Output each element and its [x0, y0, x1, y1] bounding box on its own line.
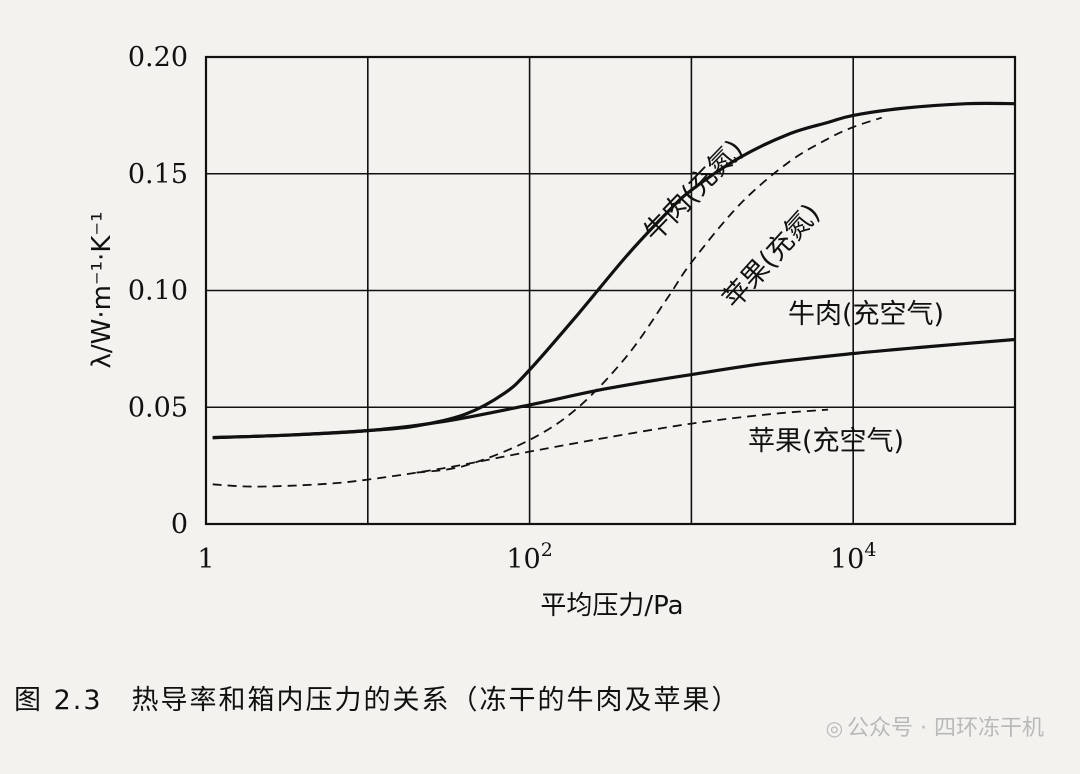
x-tick-base: 10 — [830, 544, 864, 575]
y-tick-label: 0.15 — [128, 159, 188, 190]
plot-frame — [204, 55, 1017, 526]
x-tick-label: 102 — [506, 539, 552, 575]
y-axis-title: λ/W·m⁻¹·K⁻¹ — [87, 211, 117, 368]
y-tick-label: 0.10 — [128, 276, 188, 307]
watermark: ◎ 公众号 · 四环冻干机 — [826, 710, 1044, 742]
series-label-apple-air: 苹果(充空气) — [748, 426, 904, 457]
grid — [206, 57, 1015, 524]
series-label-beef-nitrogen: 牛肉(充氮) — [638, 134, 750, 248]
x-axis-title: 平均压力/Pa — [540, 591, 683, 621]
x-tick-exponent: 2 — [541, 539, 553, 561]
series-line-apple-nitrogen — [416, 116, 882, 474]
x-tick-label: 104 — [830, 539, 876, 575]
x-axis-ticks: 1 102 104 — [197, 539, 876, 575]
thermal-conductivity-chart: 00.050.100.150.20 1 102 104 λ/W·m⁻¹·K⁻¹ 平均… — [87, 42, 1017, 621]
y-tick-label: 0.20 — [128, 42, 188, 73]
x-tick-base: 1 — [197, 544, 214, 575]
y-axis-ticks: 0 0.05 0.10 0.15 0.20 — [128, 42, 188, 540]
wechat-icon: ◎ — [825, 716, 844, 740]
series-lines — [212, 101, 1016, 488]
series-line-beef-air — [212, 337, 1016, 440]
y-tick-label: 0.05 — [128, 392, 188, 423]
series-label-beef-air: 牛肉(充空气) — [788, 299, 944, 330]
watermark-text: 公众号 · 四环冻干机 — [847, 716, 1044, 741]
y-tick-label: 0 — [171, 509, 188, 540]
series-line-apple-air — [212, 408, 829, 488]
series-label-apple-nitrogen: 苹果(充氮) — [717, 198, 826, 315]
x-tick-label: 1 — [197, 544, 214, 575]
figure-caption: 图 2.3 热导率和箱内压力的关系（冻干的牛肉及苹果） — [14, 685, 741, 716]
x-tick-exponent: 4 — [864, 539, 876, 561]
x-tick-base: 10 — [506, 544, 540, 575]
